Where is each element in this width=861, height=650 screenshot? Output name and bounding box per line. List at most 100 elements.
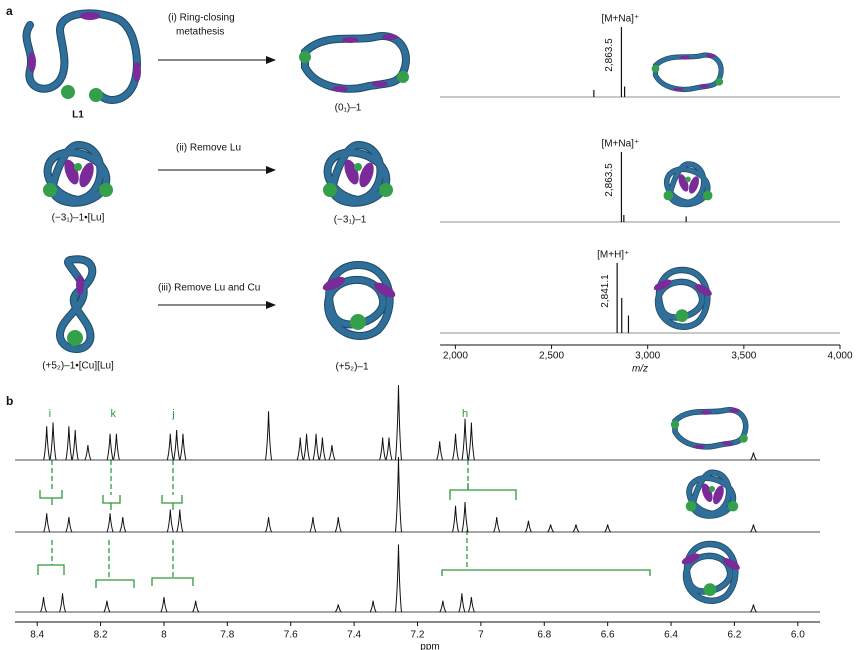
nmr-peak — [369, 600, 377, 613]
nmr-peak — [49, 422, 57, 461]
ion-label: [M+Na]⁺ — [601, 14, 639, 25]
nmr-peak — [84, 444, 92, 461]
reaction-label: (iii) Remove Lu and Cu — [158, 283, 260, 294]
compound-label: (+5₂)–1 — [335, 362, 369, 373]
knot-icon — [652, 54, 724, 92]
nmr-peak — [452, 505, 460, 533]
x-tick-label: 7.8 — [220, 630, 234, 641]
x-tick-label: 3,000 — [635, 351, 660, 362]
nmr-peak — [40, 596, 47, 613]
nmr-peak — [334, 604, 342, 613]
x-tick-label: 8.2 — [94, 630, 108, 641]
knot-image — [55, 255, 97, 353]
x-axis-label: ppm — [420, 642, 439, 650]
peak-label: 2,863.5 — [604, 163, 615, 197]
knot-icon — [664, 164, 713, 204]
x-tick-label: 3,500 — [731, 351, 756, 362]
nmr-peak — [59, 593, 67, 613]
ion-label: [M+Na]⁺ — [601, 139, 639, 150]
x-tick-label: 8 — [161, 630, 167, 641]
x-tick-label: 4,000 — [827, 351, 852, 362]
nmr-peak — [43, 513, 51, 533]
nmr-peak — [385, 437, 393, 461]
nmr-peak — [166, 433, 174, 461]
nmr-peak — [452, 433, 460, 461]
nmr-peak — [524, 520, 532, 533]
assignment-label: h — [462, 408, 468, 420]
x-tick-label: 6.6 — [601, 630, 615, 641]
nmr-peak — [65, 516, 73, 533]
x-tick-label: 6.2 — [727, 630, 741, 641]
nmr-peak — [71, 429, 79, 461]
assignment-label: k — [110, 408, 116, 420]
nmr-peak — [265, 411, 273, 461]
ion-label: [M+H]⁺ — [597, 250, 629, 261]
assignment-brackets — [37, 460, 651, 588]
compound-label: (0₁)–1 — [335, 103, 362, 114]
nmr-peak — [296, 437, 304, 461]
nmr-peak — [750, 452, 757, 461]
knot-icon — [652, 270, 713, 327]
compound-label: (+5₂)–1•[Cu][Lu] — [42, 361, 114, 372]
nmr-peak — [173, 429, 181, 461]
panel-label: a — [6, 4, 13, 18]
x-tick-label: 7.4 — [347, 630, 361, 641]
x-tick-label: 2,000 — [443, 351, 468, 362]
reaction-label: (ii) Remove Lu — [176, 143, 241, 154]
nmr-peak — [103, 600, 111, 613]
nmr-peak — [166, 509, 174, 533]
x-tick-label: 6.4 — [664, 630, 678, 641]
assignment-label: i — [49, 408, 51, 420]
nmr-peak — [176, 509, 184, 533]
nmr-peak — [265, 516, 273, 533]
nmr-peak — [112, 433, 120, 461]
x-tick-label: 7.6 — [284, 630, 298, 641]
knot-image — [321, 265, 398, 336]
peak-label: 2,841.1 — [600, 274, 611, 308]
reaction-label: metathesis — [176, 27, 224, 38]
nmr-peak — [106, 513, 114, 533]
nmr-peak — [303, 433, 311, 461]
compound-label: (−3₁)–1 — [334, 215, 367, 226]
panel-label: b — [6, 394, 13, 408]
x-tick-label: 8.4 — [30, 630, 44, 641]
reaction-label: (i) Ring-closing — [168, 13, 235, 24]
nmr-peak — [65, 426, 73, 461]
knot-image — [43, 145, 113, 203]
nmr-peak — [439, 600, 447, 613]
nmr-peak — [119, 516, 127, 533]
nmr-peak — [572, 524, 580, 533]
nmr-peak — [192, 600, 200, 613]
nmr-peak — [379, 437, 387, 461]
peak-label: 2,863.5 — [604, 38, 615, 72]
nmr-peak — [106, 433, 114, 461]
compound-label: L1 — [72, 110, 84, 121]
nmr-peak — [467, 422, 475, 461]
nmr-peak — [334, 516, 342, 533]
nmr-peak — [394, 544, 402, 613]
nmr-peak — [461, 501, 469, 533]
nmr-peak — [312, 433, 320, 461]
nmr-peak — [436, 441, 444, 461]
knot-icon — [680, 544, 741, 601]
nmr-peak — [394, 384, 402, 461]
nmr-peak — [750, 604, 757, 613]
nmr-peak — [750, 524, 757, 533]
knot-icon — [686, 473, 739, 516]
nmr-peak — [43, 426, 51, 461]
nmr-peak — [467, 596, 475, 613]
x-tick-label: 2,500 — [539, 351, 564, 362]
x-axis-label: m/z — [632, 364, 648, 375]
nmr-peak — [458, 593, 466, 613]
nmr-peak — [461, 418, 469, 461]
knot-icon — [671, 408, 748, 449]
nmr-peak — [328, 444, 336, 461]
nmr-peak — [318, 437, 326, 461]
x-tick-label: 7.2 — [411, 630, 425, 641]
nmr-peak — [160, 596, 168, 613]
knot-image — [323, 145, 393, 203]
nmr-peak — [394, 456, 402, 533]
compound-label: (−3₁)–1•[Lu] — [52, 213, 105, 224]
nmr-peak — [493, 516, 501, 533]
